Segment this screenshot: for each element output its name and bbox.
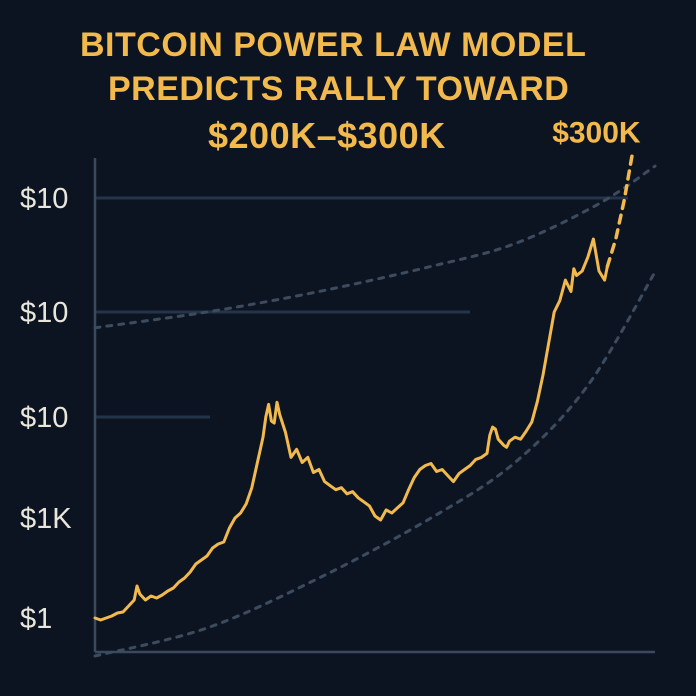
power-law-band-1 [93,270,657,658]
title-line-1: BITCOIN POWER LAW MODEL [80,26,587,64]
y-tick-label-1: $1K [20,503,72,535]
price-projection-line [605,150,635,269]
y-tick-label-3: $10 [20,297,68,329]
chart-title: BITCOIN POWER LAW MODEL PREDICTS RALLY T… [0,0,696,160]
target-price-label: $300K [552,116,641,149]
title-line-2: PREDICTS RALLY TOWARD [108,70,570,108]
title-line-3: $200K–$300K [208,115,446,156]
price-history-line [93,237,609,622]
y-tick-label-0: $1 [20,603,52,635]
y-tick-label-2: $10 [20,402,68,434]
power-law-band-0 [93,164,657,330]
y-tick-label-4: $10 [20,183,68,215]
